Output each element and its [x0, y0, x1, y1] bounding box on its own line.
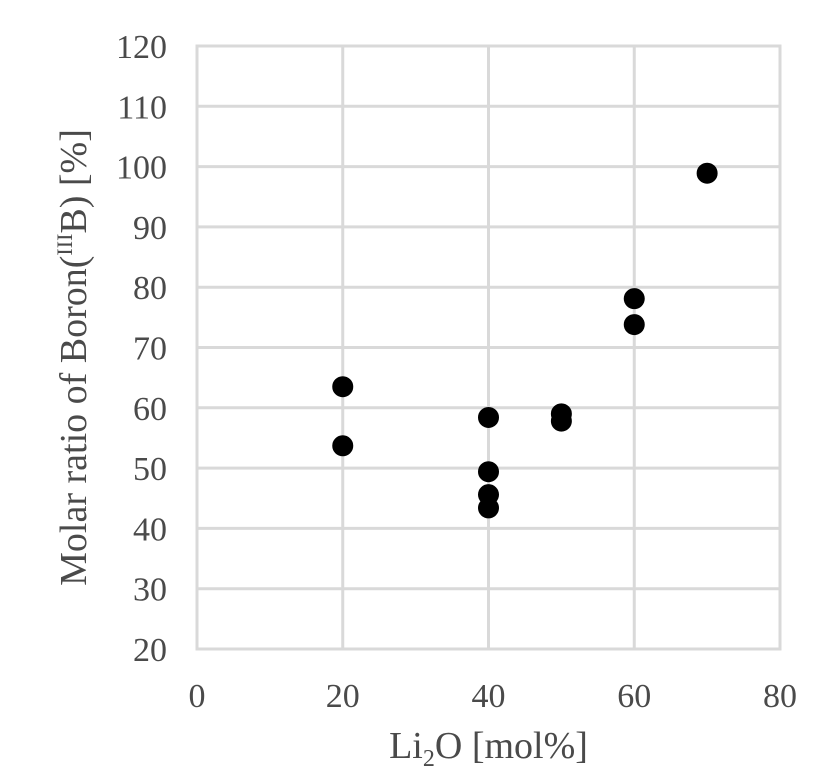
y-tick-label: 40: [133, 511, 167, 548]
x-tick-label: 60: [617, 678, 651, 715]
scatter-point: [332, 435, 354, 457]
scatter-point: [623, 314, 645, 336]
y-tick-label: 110: [117, 89, 167, 126]
scatter-point: [623, 288, 645, 310]
y-tick-label: 100: [116, 150, 167, 187]
x-axis-title: Li2O [mol%]: [389, 725, 588, 772]
scatter-point: [550, 410, 572, 432]
y-tick-label: 30: [133, 572, 167, 609]
x-tick-label: 20: [326, 678, 360, 715]
y-tick-label: 90: [133, 210, 167, 247]
tick-labels: 20 30 40 50 60 70 80 90 100 110 120 0 20 40 60 80: [116, 29, 797, 715]
grid: [195, 44, 782, 651]
x-axis-title-subscript: 2: [423, 746, 435, 772]
y-axis-title: Molar ratio of Boron(IIIB) [%]: [52, 129, 95, 586]
y-axis-title-superscript: III: [52, 234, 77, 256]
plot-area-frame: [195, 44, 782, 651]
y-tick-label: 20: [133, 632, 167, 669]
x-tick-label: 40: [472, 678, 506, 715]
scatter-point: [478, 497, 499, 519]
y-axis-title-prefix: Molar ratio of Boron(: [53, 256, 95, 586]
scatter-point: [332, 376, 354, 398]
x-axis-title-suffix: O [mol%]: [435, 725, 588, 767]
scatter-point: [478, 406, 499, 428]
y-axis-title-suffix: B) [%]: [53, 129, 95, 233]
y-tick-label: 120: [116, 29, 167, 66]
scatter-point: [478, 461, 499, 483]
y-tick-label: 70: [133, 331, 167, 368]
y-tick-label: 60: [133, 391, 167, 428]
x-tick-label: 0: [189, 678, 206, 715]
y-tick-label: 50: [133, 451, 167, 488]
y-tick-label: 80: [133, 270, 167, 307]
data-points: [332, 162, 718, 519]
scatter-point: [696, 162, 718, 184]
x-tick-label: 80: [763, 678, 797, 715]
x-axis-title-base: Li: [389, 725, 423, 767]
